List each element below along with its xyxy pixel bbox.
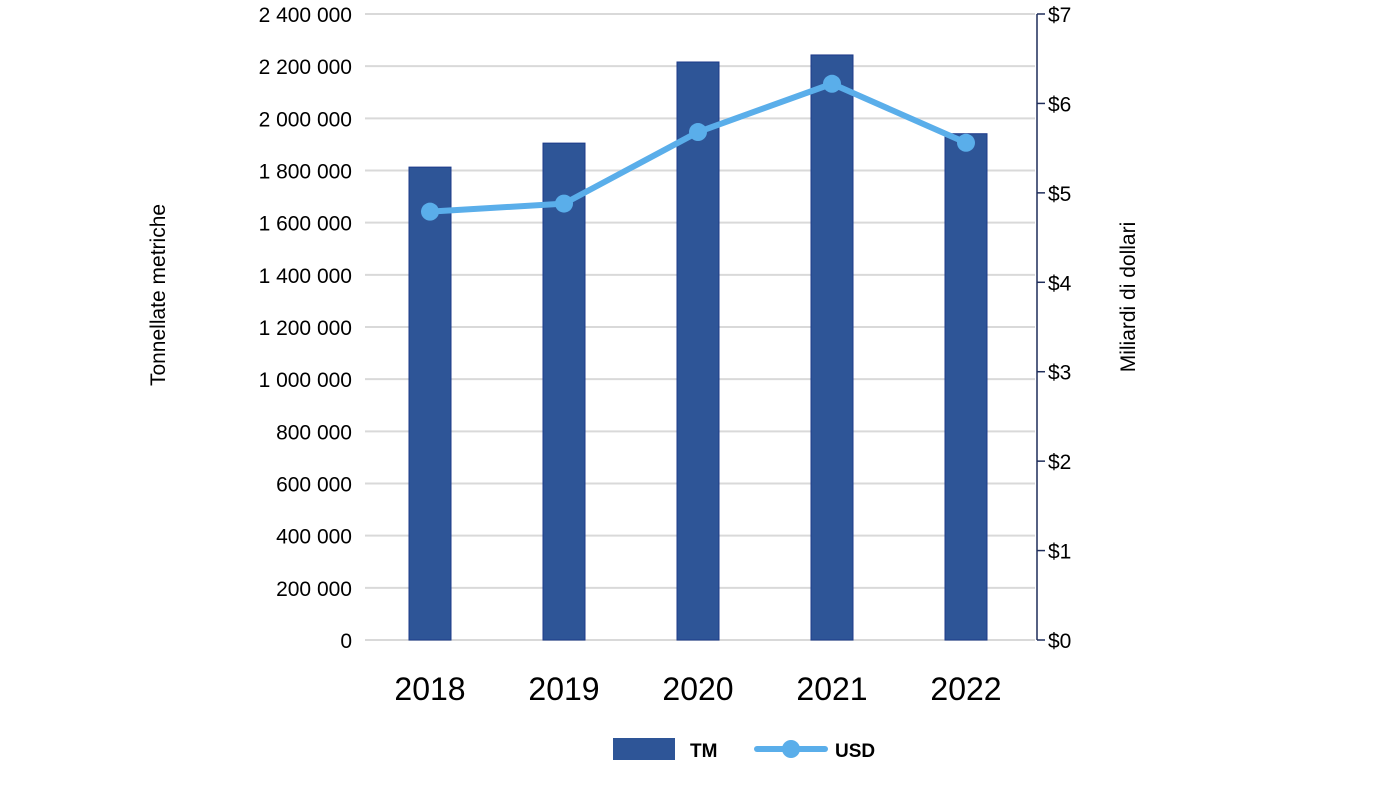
usd-point-2018 <box>421 202 439 221</box>
usd-line <box>421 74 975 221</box>
usd-point-2022 <box>957 133 975 152</box>
y2-tick-label: $4 <box>1048 272 1072 295</box>
y-tick-label: 200 000 <box>276 578 352 601</box>
y-tick-label: 1 000 000 <box>259 369 352 392</box>
y-axis-label: Tonnellate metriche <box>147 204 170 386</box>
legend-marker-usd <box>782 740 800 758</box>
x-tick-label: 2020 <box>662 671 733 707</box>
y-tick-label: 800 000 <box>276 421 352 444</box>
left-axis: 0 200 000 400 000 600 000 800 000 1 000 000 1 … <box>259 4 352 653</box>
y-tick-label: 0 <box>340 630 352 653</box>
y2-axis-label: Miliardi di dollari <box>1117 222 1140 373</box>
bar-2022 <box>944 133 988 641</box>
y-tick-label: 600 000 <box>276 474 352 497</box>
bar-2019 <box>542 142 586 641</box>
usd-point-2019 <box>555 194 573 213</box>
y2-tick-label: $3 <box>1048 362 1071 385</box>
y-tick-label: 1 400 000 <box>259 265 352 288</box>
y2-tick-label: $7 <box>1048 4 1071 27</box>
x-tick-label: 2021 <box>796 671 867 707</box>
y-tick-label: 2 200 000 <box>259 56 352 79</box>
bars <box>408 54 988 641</box>
y2-tick-label: $5 <box>1048 183 1071 206</box>
x-tick-label: 2019 <box>528 671 599 707</box>
right-axis: $0 $1 $2 $3 $4 $5 $6 $7 <box>1036 4 1072 653</box>
x-axis: 2018 2019 2020 2021 2022 <box>394 671 1001 707</box>
bar-2021 <box>810 54 854 641</box>
y-tick-label: 400 000 <box>276 526 352 549</box>
x-tick-label: 2018 <box>394 671 465 707</box>
y-tick-label: 2 400 000 <box>259 4 352 27</box>
y2-tick-label: $1 <box>1048 541 1071 564</box>
usd-point-2021 <box>823 74 841 93</box>
y-tick-label: 2 000 000 <box>259 108 352 131</box>
y2-tick-label: $2 <box>1048 451 1071 474</box>
y2-tick-label: $0 <box>1048 630 1071 653</box>
y2-tick-label: $6 <box>1048 93 1071 116</box>
legend: TM USD <box>613 738 875 762</box>
legend-label-usd: USD <box>835 741 875 762</box>
bar-2018 <box>408 166 452 641</box>
legend-swatch-tm <box>613 738 675 760</box>
legend-label-tm: TM <box>690 741 717 762</box>
usd-point-2020 <box>689 123 707 142</box>
bar-2020 <box>676 61 720 641</box>
x-tick-label: 2022 <box>930 671 1001 707</box>
y-tick-label: 1 800 000 <box>259 161 352 184</box>
y-tick-label: 1 600 000 <box>259 213 352 236</box>
y-tick-label: 1 200 000 <box>259 317 352 340</box>
